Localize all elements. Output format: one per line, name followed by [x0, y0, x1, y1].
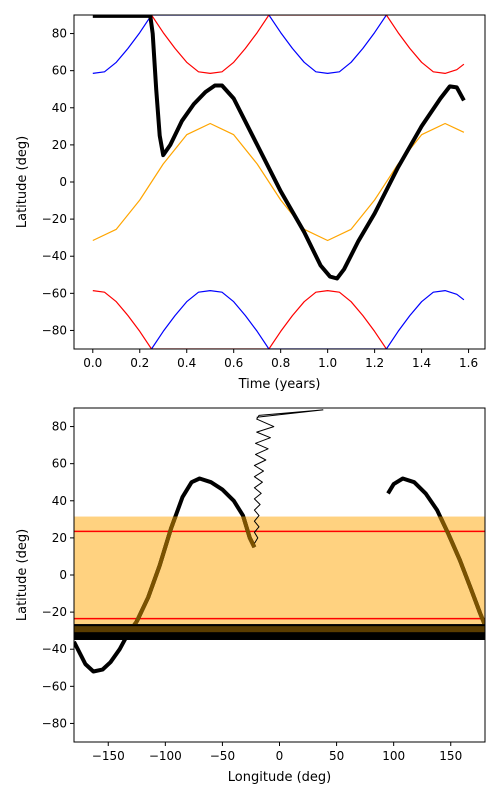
bottom-y-tick-label: 20: [52, 531, 67, 545]
north-red: [151, 15, 465, 74]
top-x-axis-label: Time (years): [238, 377, 321, 392]
top-axes-frame: [73, 14, 486, 350]
bottom-x-tick-label: 150: [439, 749, 462, 763]
top-y-tick-label: −20: [42, 212, 67, 226]
top-x-tick-label: 0.6: [224, 356, 243, 370]
top-y-tick-label: 40: [52, 101, 67, 115]
top-y-tick-label: 0: [59, 175, 67, 189]
top-x-tick-label: 1.2: [365, 356, 384, 370]
bottom-y-axis-label: Latitude (deg): [15, 529, 30, 621]
bottom-x-tick-label: 0: [276, 749, 284, 763]
trajectory-latitude: [92, 15, 466, 281]
bottom-x-tick-label: −100: [149, 749, 182, 763]
top-y-tick-label: −40: [42, 249, 67, 263]
top-x-tick-label: 0.0: [83, 356, 102, 370]
illuminated-band: [74, 516, 485, 634]
bottom-x-tick-label: −150: [92, 749, 125, 763]
top-y-tick-label: 60: [52, 64, 67, 78]
bottom-y-tick-label: −20: [42, 605, 67, 619]
bottom-plot-area: [74, 409, 485, 674]
subsolar-latitude: [92, 122, 465, 242]
bottom-y-tick-label: 0: [59, 568, 67, 582]
top-x-tick-label: 0.2: [130, 356, 149, 370]
top-x-tick-label: 1.0: [318, 356, 337, 370]
top-plot-area: [92, 15, 466, 349]
top-y-tick-label: −80: [42, 323, 67, 337]
bottom-chart: −150 −100 −50 0 50 100 150 80 60 40 20 0 −20 −40 −60 −8…: [15, 407, 486, 785]
bottom-x-tick-label: −50: [210, 749, 235, 763]
ground-track-3-shaded: [437, 516, 485, 626]
south-red: [92, 290, 387, 349]
bottom-y-tick-label: 40: [52, 494, 67, 508]
south-blue: [151, 290, 465, 349]
bottom-x-tick-label: 50: [329, 749, 344, 763]
top-y-axis-label: Latitude (deg): [15, 136, 30, 228]
ground-track-1-shaded: [134, 516, 257, 623]
bottom-y-tick-label: −80: [42, 716, 67, 730]
spiral-trace: [253, 409, 324, 548]
top-x-tick-label: 1.4: [412, 356, 431, 370]
bottom-x-tick-label: 100: [382, 749, 405, 763]
bottom-x-axis-label: Longitude (deg): [228, 770, 331, 785]
bottom-y-tick-label: 80: [52, 420, 67, 434]
bottom-y-tick-label: −40: [42, 642, 67, 656]
north-blue: [92, 15, 387, 74]
bottom-y-tick-label: 60: [52, 457, 67, 471]
top-chart: 0.0 0.2 0.4 0.6 0.8 1.0 1.2 1.4 1.6 80 60 40 20 0 −20 −…: [15, 14, 486, 392]
top-x-tick-label: 1.6: [459, 356, 478, 370]
dark-band-shade: [74, 626, 485, 633]
top-y-tick-label: −60: [42, 286, 67, 300]
top-x-tick-label: 0.8: [271, 356, 290, 370]
top-y-tick-label: 20: [52, 138, 67, 152]
top-y-tick-label: 80: [52, 27, 67, 41]
bottom-y-tick-label: −60: [42, 679, 67, 693]
top-x-tick-label: 0.4: [177, 356, 196, 370]
